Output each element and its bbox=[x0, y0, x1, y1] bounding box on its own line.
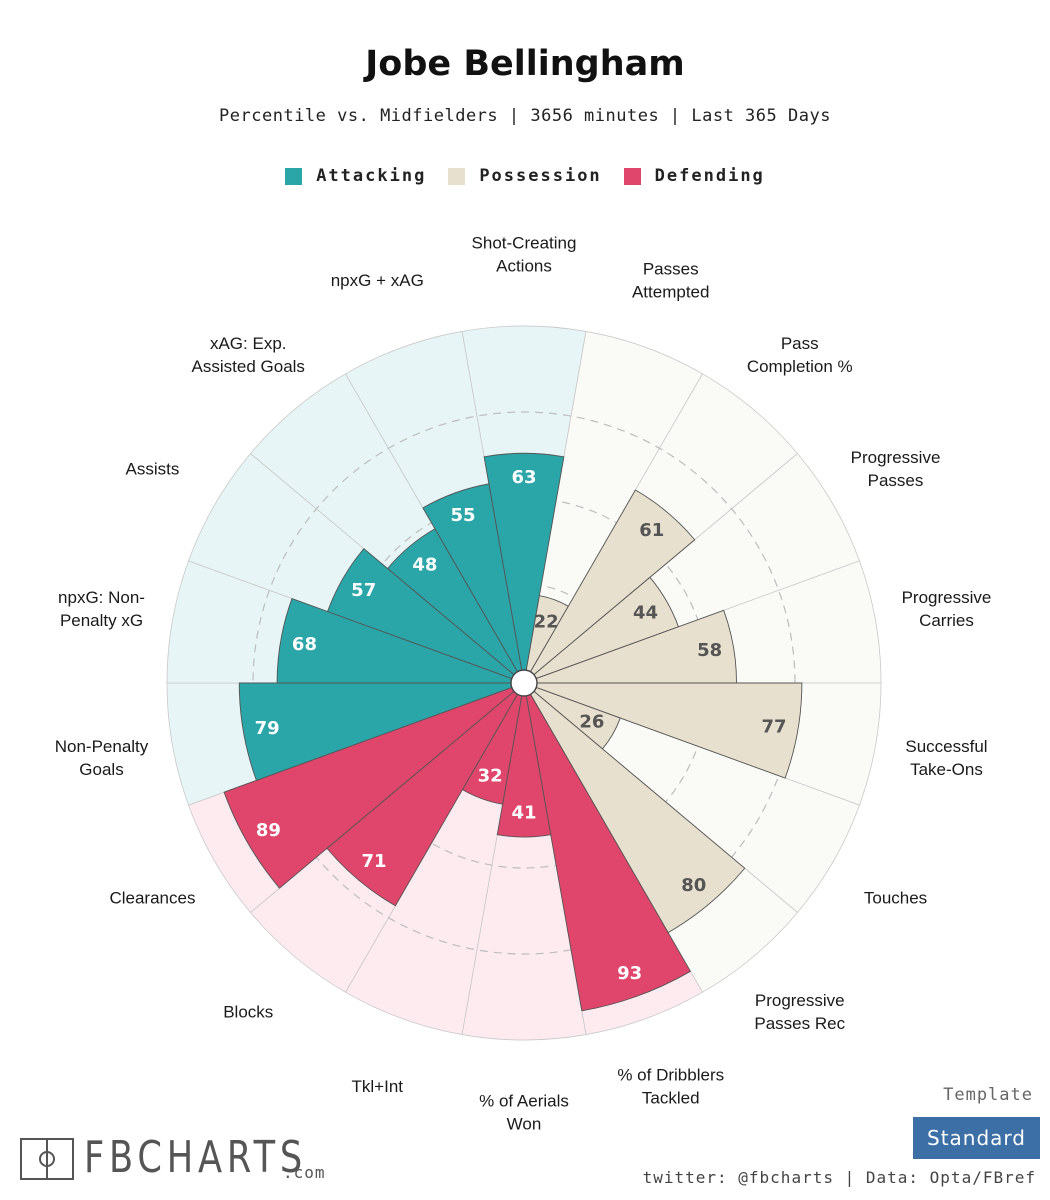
value-label: 89 bbox=[256, 820, 281, 841]
value-label: 63 bbox=[511, 467, 536, 488]
template-label: Template bbox=[943, 1085, 1033, 1105]
value-label: 26 bbox=[579, 712, 604, 733]
chart-subtitle: Percentile vs. Midfielders | 3656 minute… bbox=[219, 106, 831, 126]
value-label: 55 bbox=[451, 505, 476, 526]
legend-label-possession: Possession bbox=[479, 166, 602, 186]
value-label: 22 bbox=[534, 612, 559, 633]
value-label: 93 bbox=[617, 963, 642, 984]
axis-label: Tkl+Int bbox=[352, 1077, 404, 1096]
axis-label: npxG: Non-Penalty xG bbox=[58, 588, 145, 630]
value-label: 48 bbox=[412, 554, 437, 575]
axis-label: Progressive Carries bbox=[902, 588, 992, 630]
legend-item-attacking: Attacking bbox=[285, 166, 426, 186]
axis-label: Blocks bbox=[223, 1003, 273, 1022]
legend-swatch-defending bbox=[623, 167, 641, 185]
value-label: 32 bbox=[478, 766, 503, 787]
template-badge: Standard bbox=[913, 1117, 1040, 1159]
legend-swatch-attacking bbox=[285, 167, 303, 185]
axis-label: Progressive Passes bbox=[851, 448, 941, 490]
value-label: 44 bbox=[633, 602, 658, 623]
axis-label: Assists bbox=[126, 460, 180, 479]
value-label: 61 bbox=[639, 520, 664, 541]
value-label: 71 bbox=[362, 851, 387, 872]
legend-label-defending: Defending bbox=[654, 166, 765, 186]
centre-hole bbox=[510, 669, 538, 697]
fbcharts-logo: FBCHARTS bbox=[20, 1136, 363, 1180]
value-label: 58 bbox=[697, 640, 722, 661]
value-label: 80 bbox=[681, 875, 706, 896]
value-label: 79 bbox=[255, 718, 280, 739]
pitch-icon bbox=[20, 1138, 74, 1180]
logo-text: FBCHARTS bbox=[84, 1132, 308, 1183]
value-label: 68 bbox=[292, 634, 317, 655]
axis-label: Progressive Passes Rec bbox=[754, 991, 845, 1033]
axis-label: Clearances bbox=[109, 889, 195, 908]
axis-label: Non-Penalty Goals bbox=[55, 737, 149, 779]
axis-label: npxG + xAG bbox=[331, 271, 424, 290]
value-label: 41 bbox=[511, 803, 536, 824]
chart-title: Jobe Bellingham bbox=[365, 44, 685, 84]
axis-label: Successful Take-Ons bbox=[905, 737, 987, 779]
footer-credits: twitter: @fbcharts | Data: Opta/FBref bbox=[642, 1168, 1036, 1187]
legend: Attacking Possession Defending bbox=[0, 166, 1050, 186]
axis-label: Shot-Creating Actions bbox=[472, 234, 577, 276]
axis-label: Passes Attempted bbox=[632, 259, 710, 301]
axis-label: Touches bbox=[864, 889, 927, 908]
legend-swatch-possession bbox=[448, 167, 466, 185]
axis-label: xAG: Exp. Assisted Goals bbox=[192, 334, 305, 376]
logo-suffix: .com bbox=[283, 1163, 326, 1182]
legend-item-possession: Possession bbox=[448, 166, 601, 186]
value-label: 57 bbox=[351, 580, 376, 601]
value-label: 77 bbox=[761, 717, 786, 738]
legend-label-attacking: Attacking bbox=[316, 166, 427, 186]
axis-label: % of Aerials Won bbox=[479, 1092, 569, 1134]
axis-label: Pass Completion % bbox=[747, 334, 853, 376]
axis-label: % of Dribblers Tackled bbox=[617, 1066, 724, 1108]
legend-item-defending: Defending bbox=[623, 166, 765, 186]
